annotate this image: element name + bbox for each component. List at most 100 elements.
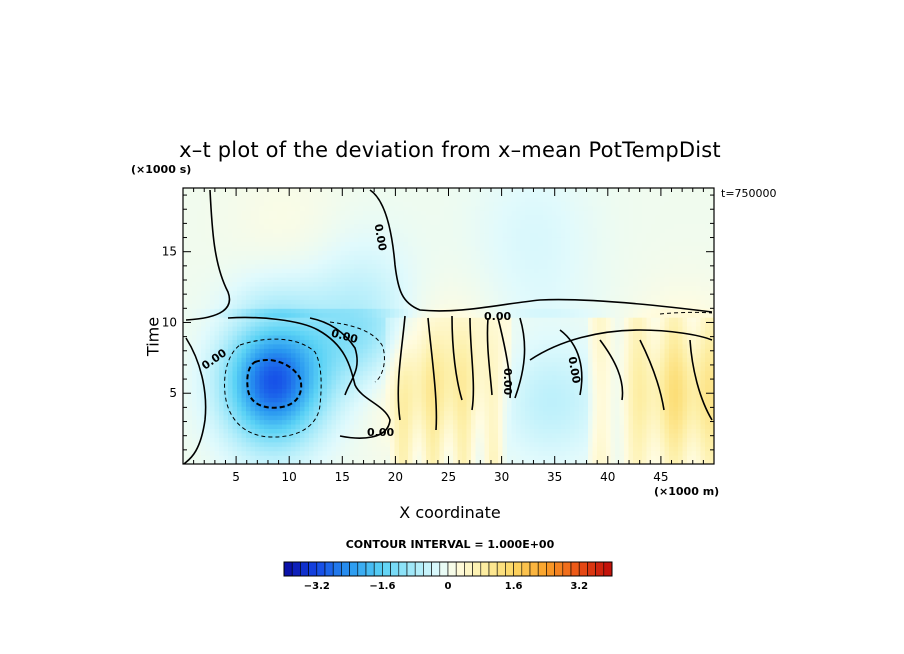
field-cell [390, 259, 396, 265]
field-cell [349, 415, 355, 421]
field-cell [462, 406, 468, 412]
field-cell [187, 361, 193, 367]
field-cell [543, 459, 549, 464]
field-cell [507, 188, 513, 194]
field-cell [246, 348, 252, 354]
field-cell [327, 383, 333, 389]
field-cell [286, 357, 292, 363]
field-cell [205, 303, 211, 309]
field-cell [196, 228, 202, 234]
field-cell [363, 201, 369, 207]
field-cell [286, 308, 292, 314]
field-cell [466, 272, 472, 278]
field-cell [412, 330, 418, 336]
field-cell [430, 250, 436, 256]
field-cell [538, 326, 544, 332]
field-cell [336, 437, 342, 443]
field-cell [466, 321, 472, 327]
field-cell [412, 406, 418, 412]
field-cell [277, 299, 283, 305]
field-cell [538, 228, 544, 234]
field-cell [444, 241, 450, 247]
field-cell [241, 205, 247, 211]
field-cell [525, 192, 531, 198]
field-cell [381, 446, 387, 452]
field-cell [475, 361, 481, 367]
field-cell [376, 201, 382, 207]
field-cell [282, 397, 288, 403]
field-cell [417, 294, 423, 300]
field-cell [273, 312, 279, 318]
field-cell [241, 303, 247, 309]
field-cell [237, 272, 243, 278]
field-cell [273, 281, 279, 287]
field-cell [525, 214, 531, 220]
field-cell [408, 419, 414, 425]
field-cell [408, 232, 414, 238]
field-cell [381, 401, 387, 407]
field-cell [529, 259, 535, 265]
field-cell [286, 383, 292, 389]
field-cell [520, 223, 526, 229]
field-cell [313, 339, 319, 345]
field-cell [210, 299, 216, 305]
field-cell [331, 459, 337, 464]
field-cell [417, 241, 423, 247]
field-cell [349, 241, 355, 247]
field-cell [223, 232, 229, 238]
field-cell [502, 241, 508, 247]
field-cell [489, 232, 495, 238]
field-cell [205, 397, 211, 403]
field-cell [358, 379, 364, 385]
field-cell [241, 285, 247, 291]
field-cell [219, 245, 225, 251]
field-cell [466, 401, 472, 407]
field-cell [444, 321, 450, 327]
field-cell [273, 188, 279, 194]
field-cell [390, 303, 396, 309]
field-cell [525, 205, 531, 211]
field-cell [259, 339, 265, 345]
field-cell [462, 241, 468, 247]
field-cell [525, 281, 531, 287]
field-cell [511, 330, 517, 336]
field-cell [268, 383, 274, 389]
field-cell [529, 406, 535, 412]
field-cell [439, 423, 445, 429]
field-cell [291, 272, 297, 278]
field-cell [187, 263, 193, 269]
field-cell [192, 419, 198, 425]
field-cell [394, 348, 400, 354]
field-cell [507, 210, 513, 216]
field-cell [268, 455, 274, 461]
field-cell [286, 201, 292, 207]
field-cell [237, 290, 243, 296]
field-cell [466, 410, 472, 416]
field-cell [358, 201, 364, 207]
field-cell [399, 379, 405, 385]
field-cell [399, 250, 405, 256]
field-cell [268, 277, 274, 283]
field-cell [462, 205, 468, 211]
field-cell [412, 245, 418, 251]
field-cell [390, 299, 396, 305]
field-cell [444, 379, 450, 385]
field-cell [367, 401, 373, 407]
field-cell [259, 388, 265, 394]
field-cell [286, 361, 292, 367]
field-cell [210, 188, 216, 194]
field-cell [448, 437, 454, 443]
x-axis-label: X coordinate [399, 503, 501, 522]
field-cell [345, 236, 351, 243]
field-cell [376, 370, 382, 376]
field-cell [484, 401, 490, 407]
field-cell [453, 317, 459, 323]
field-cell [268, 192, 274, 198]
field-cell [466, 379, 472, 385]
field-cell [426, 214, 432, 220]
field-cell [507, 446, 513, 452]
field-cell [462, 268, 468, 274]
field-cell [462, 219, 468, 225]
field-cell [331, 406, 337, 412]
field-cell [507, 303, 513, 309]
